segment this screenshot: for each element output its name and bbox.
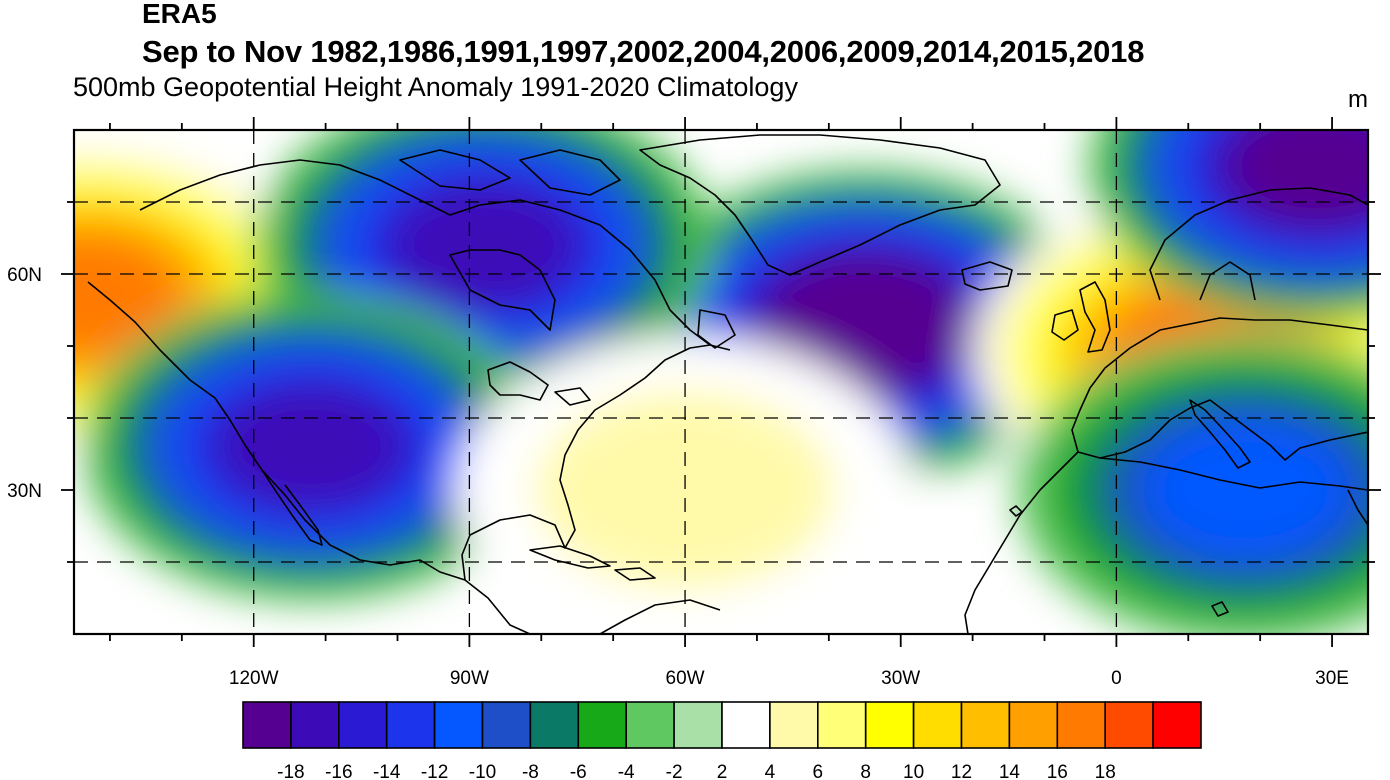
- colorbar-box: [1104, 701, 1154, 749]
- anomaly-ring-6-4: [1143, 423, 1348, 557]
- variable-subtitle: 500mb Geopotential Height Anomaly 1991-2…: [73, 72, 798, 102]
- colorbar-box: [960, 701, 1011, 749]
- europe-west-coast: [1071, 317, 1368, 461]
- colorbar-label: 10: [903, 762, 924, 780]
- lat-label: 60N: [7, 265, 42, 286]
- colorbar-box: [337, 701, 388, 749]
- anomaly-field: [74, 130, 1368, 634]
- great-lakes: [487, 361, 591, 406]
- colorbar-label: 4: [765, 762, 776, 780]
- colorbar-labels: -18 -16 -14 -12 -10 -8 -6 -4 -2 2 4 6 8 10 12 14 16 18: [277, 762, 1116, 780]
- dataset-title: ERA5: [142, 0, 217, 29]
- longitude-labels: 120W 90W 60W 30W 0 30E: [229, 668, 1349, 689]
- axis-ticks: [61, 117, 1381, 647]
- colorbar-box: [529, 701, 580, 749]
- colorbar-label: -14: [373, 762, 401, 780]
- colorbar-label: 18: [1095, 762, 1116, 780]
- na-west-coast: [87, 281, 531, 634]
- colorbar-box: [481, 701, 532, 749]
- colorbar-box: [385, 701, 436, 749]
- colorbar-label: -4: [618, 762, 635, 780]
- lon-label: 30W: [881, 668, 920, 689]
- colorbar-label: -10: [469, 762, 496, 780]
- colorbar-label: -2: [666, 762, 683, 780]
- lon-label: 60W: [666, 668, 705, 689]
- hudson-bay: [449, 249, 556, 331]
- colorbar-label: -18: [277, 762, 304, 780]
- colorbar-label: 6: [813, 762, 824, 780]
- newfoundland: [697, 309, 736, 349]
- cuba: [529, 545, 611, 569]
- great-britain: [1079, 281, 1111, 353]
- colorbar-label: 14: [999, 762, 1021, 780]
- na-east-coast: [461, 344, 731, 581]
- colorbar-box: [1152, 701, 1202, 749]
- colorbar-box: [577, 701, 627, 749]
- lon-label: 30E: [1315, 668, 1349, 689]
- colorbar-box: [769, 701, 819, 749]
- colorbar-label: 12: [951, 762, 972, 780]
- colorbar-box: [864, 701, 915, 749]
- colorbar-box: [290, 701, 340, 749]
- map-frame: [72, 128, 1370, 636]
- italy: [1189, 399, 1251, 469]
- colorbar-box: [912, 701, 963, 749]
- africa-coast: [964, 451, 1368, 634]
- anomaly-ring-0-7: [74, 236, 179, 355]
- colorbar-box: [816, 701, 867, 749]
- colorbar-label: 16: [1047, 762, 1068, 780]
- colorbar-box: [1008, 701, 1059, 749]
- labrador-coast: [599, 224, 711, 346]
- south-america-coast: [599, 599, 721, 634]
- colorbar-box: [673, 701, 723, 749]
- lat-lon-grid: [74, 130, 1368, 634]
- lon-label: 120W: [229, 668, 279, 689]
- colorbar-box: [242, 701, 292, 749]
- colorbar-label: -6: [570, 762, 587, 780]
- latitude-labels: 60N 30N: [7, 265, 42, 502]
- colorbar-box: [433, 701, 484, 749]
- colorbar-label: 2: [717, 762, 728, 780]
- iceland: [961, 261, 1013, 291]
- red-sea: [1347, 489, 1368, 526]
- canary-islands: [1009, 505, 1229, 617]
- hispaniola: [614, 567, 656, 581]
- coastlines: [87, 134, 1368, 634]
- colorbar-label: 8: [860, 762, 871, 780]
- anomaly-ring-1-9: [778, 268, 951, 381]
- anomaly-ring-2-7: [393, 186, 574, 304]
- anomaly-ring-3-7: [221, 388, 402, 506]
- anomaly-ring-5-8: [1229, 130, 1368, 224]
- units-label: m: [1348, 86, 1368, 113]
- field-blobs: [74, 130, 1368, 634]
- colorbar-box: [625, 701, 675, 749]
- arctic-coast: [139, 159, 601, 226]
- scandinavia: [1149, 187, 1368, 301]
- period-title: Sep to Nov 1982,1986,1991,1997,2002,2004…: [142, 34, 1145, 69]
- colorbar-label: -16: [325, 762, 352, 780]
- arctic-islands: [399, 149, 621, 196]
- colorbar-box: [1056, 701, 1107, 749]
- ireland: [1051, 309, 1079, 341]
- colorbar-box: [721, 701, 771, 749]
- anomaly-ring-7-1: [535, 390, 836, 590]
- colorbar-label: -12: [421, 762, 448, 780]
- baja-peninsula: [261, 469, 323, 546]
- lat-label: 30N: [7, 481, 42, 502]
- colorbar-label: -8: [522, 762, 539, 780]
- lon-label: 90W: [450, 668, 489, 689]
- colorbar: [242, 701, 1202, 749]
- lon-label: 0: [1111, 668, 1122, 689]
